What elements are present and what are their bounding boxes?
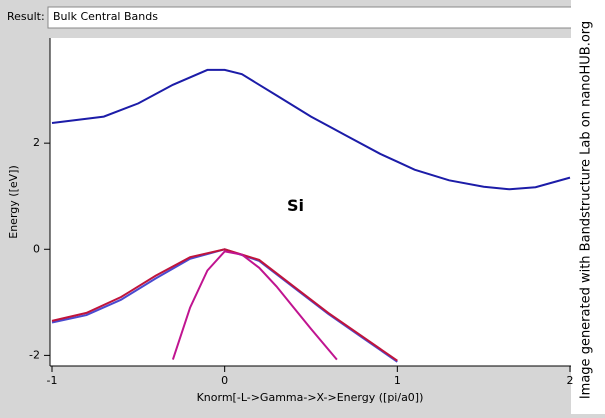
y-tick-label: 2: [33, 136, 40, 149]
y-tick-label: -2: [29, 348, 40, 361]
plot-area: [50, 38, 571, 366]
band-line: [51, 68, 571, 191]
result-value[interactable]: Bulk Central Bands: [53, 10, 158, 23]
y-axis-label: Energy ([eV]): [7, 165, 20, 238]
result-label: Result:: [7, 10, 45, 23]
y-tick-label: 0: [33, 242, 40, 255]
band-line: [171, 250, 338, 361]
x-tick-label: 2: [567, 374, 574, 387]
watermark-strip: [571, 0, 605, 414]
x-axis-label: Knorm[-L->Gamma->X->Energy ([pi/a0]): [197, 391, 424, 404]
watermark: Image generated with Bandstructure Lab o…: [579, 21, 594, 399]
plot: -1 0 1 2 -2 0 2 Si: [29, 68, 574, 387]
x-tick-label: 1: [394, 374, 401, 387]
result-dropdown[interactable]: [47, 6, 605, 29]
band-line: [51, 248, 398, 362]
annotation: Si: [287, 196, 304, 215]
x-tick-label: -1: [47, 374, 58, 387]
x-tick-label: 0: [221, 374, 228, 387]
